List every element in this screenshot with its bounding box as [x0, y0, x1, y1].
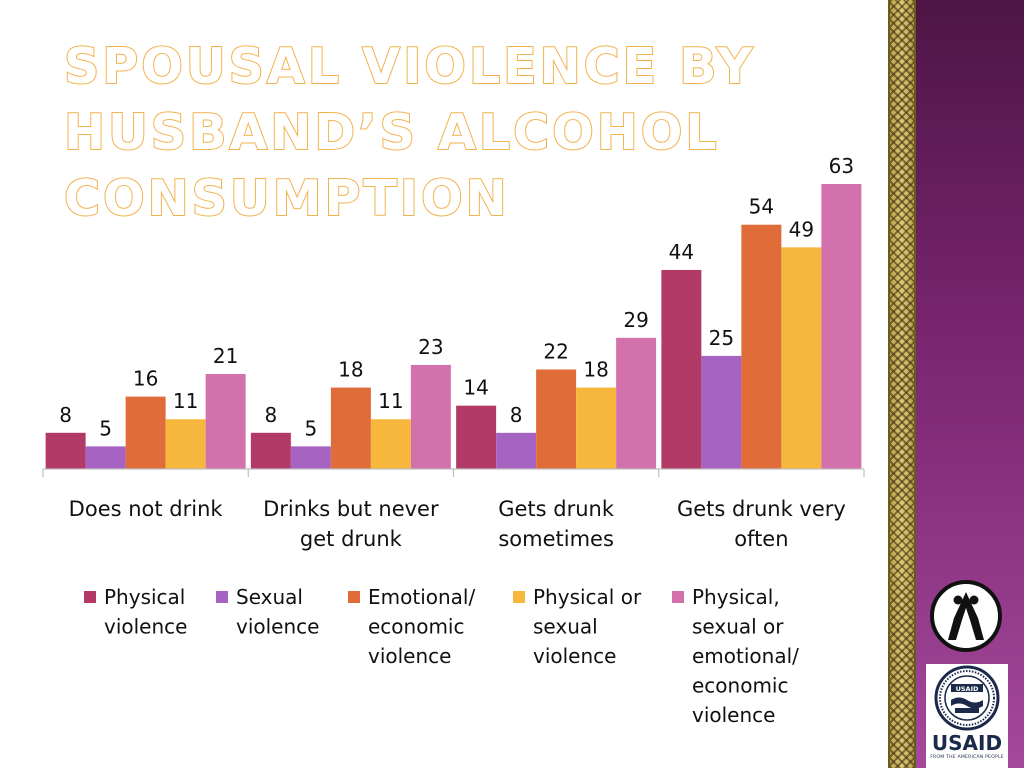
data-label: 11 [173, 389, 198, 413]
bar-any-violence [821, 184, 862, 469]
legend-label-sexual-violence: Sexual violence [236, 585, 319, 639]
slide-title: SPOUSAL VIOLENCE BY HUSBAND’S ALCOHOL CO… [63, 34, 864, 232]
decorative-border [888, 0, 916, 768]
category-label-line: Gets drunk very [677, 497, 846, 521]
legend-swatch-physical-or-sexual-violence [513, 591, 525, 603]
bar-sexual-violence [290, 446, 331, 469]
category-label: Gets drunk sometimes [498, 497, 615, 551]
data-label: 14 [463, 376, 488, 400]
usaid-seal-inner-text: USAID [956, 685, 979, 693]
legend-label-any-violence: Physical, sexual or emotional/economic viol… [692, 585, 799, 727]
usaid-seal-icon: USAID [934, 665, 1000, 731]
legend-swatch-any-violence [672, 591, 684, 603]
data-label: 5 [99, 416, 112, 440]
data-label: 54 [749, 195, 774, 219]
data-label: 18 [583, 358, 608, 382]
data-label: 8 [59, 403, 72, 427]
x-axis [42, 468, 865, 477]
data-label: 8 [510, 403, 523, 427]
bar-any-violence [205, 374, 246, 469]
data-label: 8 [265, 403, 278, 427]
bar-physical-or-sexual-violence [576, 387, 617, 469]
bar-physical-violence [45, 432, 86, 469]
legend-label-line: Physical or [533, 585, 642, 609]
bar-sexual-violence [496, 432, 537, 469]
category-label-line: sometimes [498, 527, 614, 551]
usaid-tagline: FROM THE AMERICAN PEOPLE [930, 755, 1004, 760]
usaid-logo: USAID USAID FROM THE AMERICAN PEOPLE [926, 664, 1008, 768]
bar-sexual-violence [701, 355, 742, 469]
bar-any-violence [616, 337, 657, 469]
legend-label-line: violence [368, 644, 451, 668]
bar-physical-or-sexual-violence [370, 419, 411, 469]
title-line: HUSBAND’S ALCOHOL [63, 103, 720, 162]
bar-emotional-economic-violence [741, 224, 782, 469]
legend-label-line: emotional/ [692, 644, 799, 668]
legend-label-line: Emotional/ [368, 585, 475, 609]
bar-any-violence [410, 364, 451, 469]
category-label-line: often [734, 527, 788, 551]
bar-chart: 8 5 16 11 21 8 5 18 11 23 14 8 22 18 29 44 25 54 49 63 Does… [42, 154, 865, 727]
category-label-line: Gets drunk [498, 497, 615, 521]
usaid-wordmark: USAID [931, 731, 1003, 755]
category-label-line: Does not drink [69, 497, 224, 521]
legend-swatch-physical-violence [84, 591, 96, 603]
bar-emotional-economic-violence [125, 396, 166, 469]
bar-sexual-violence [85, 446, 126, 469]
data-label: 11 [378, 389, 403, 413]
data-label: 44 [669, 240, 694, 264]
data-label: 29 [623, 308, 648, 332]
legend-label-line: economic [692, 674, 788, 698]
bar-physical-violence [250, 432, 291, 469]
category-labels-group: Does not drink Drinks but never get drunk G… [69, 497, 846, 551]
legend-label-line: Physical, [692, 585, 780, 609]
data-label: 21 [213, 344, 238, 368]
legend-label-line: Sexual [236, 585, 303, 609]
legend-label-line: sexual or [692, 615, 784, 639]
data-label: 23 [418, 335, 443, 359]
legend-label-line: violence [692, 703, 775, 727]
legend-label-line: sexual [533, 615, 598, 639]
title-line: CONSUMPTION [63, 169, 510, 228]
bar-emotional-economic-violence [536, 369, 577, 469]
legend-label-line: economic [368, 615, 464, 639]
data-label: 16 [133, 367, 158, 391]
data-label: 22 [543, 339, 568, 363]
bar-physical-violence [456, 405, 497, 469]
category-label: Gets drunk very often [677, 497, 846, 551]
title-line: SPOUSAL VIOLENCE BY [63, 37, 756, 96]
bar-physical-or-sexual-violence [781, 247, 822, 469]
data-label: 63 [829, 154, 854, 178]
category-label-line: Drinks but never [263, 497, 439, 521]
legend-label-physical-violence: Physical violence [104, 585, 187, 639]
bars-group [45, 184, 862, 469]
bar-emotional-economic-violence [330, 387, 371, 469]
data-label: 49 [789, 217, 814, 241]
legend-label-line: violence [533, 644, 616, 668]
category-label: Drinks but never get drunk [263, 497, 439, 551]
legend-swatch-sexual-violence [216, 591, 228, 603]
legend-label-emotional-economic-violence: Emotional/economic violence [368, 585, 475, 668]
legend-label-physical-or-sexual-violence: Physical or sexual violence [533, 585, 642, 668]
legend-label-line: violence [236, 615, 319, 639]
circle-logo [928, 578, 1004, 654]
bar-physical-violence [661, 269, 702, 469]
legend-label-line: Physical [104, 585, 185, 609]
value-labels-group: 8 5 16 11 21 8 5 18 11 23 14 8 22 18 29 44 25 54 49 63 [59, 154, 854, 440]
data-label: 25 [709, 326, 734, 350]
data-label: 5 [305, 416, 318, 440]
data-label: 18 [338, 358, 363, 382]
bar-physical-or-sexual-violence [165, 419, 206, 469]
category-label-line: get drunk [300, 527, 403, 551]
legend-swatch-emotional-economic-violence [348, 591, 360, 603]
category-label: Does not drink [69, 497, 224, 521]
ribbon-figures-icon [930, 580, 1002, 652]
legend-label-line: violence [104, 615, 187, 639]
